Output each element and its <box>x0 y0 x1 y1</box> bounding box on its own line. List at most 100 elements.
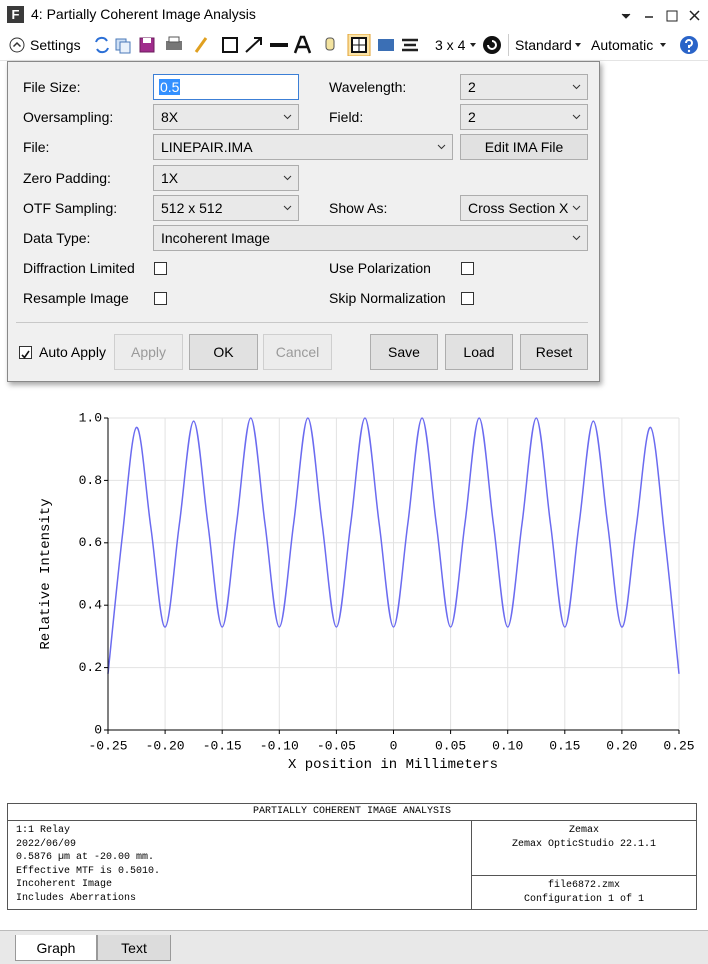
info-title: PARTIALLY COHERENT IMAGE ANALYSIS <box>8 804 696 821</box>
info-box: PARTIALLY COHERENT IMAGE ANALYSIS 1:1 Re… <box>7 803 697 910</box>
ok-button[interactable]: OK <box>189 334 258 370</box>
input-value: 0.5 <box>159 79 181 95</box>
x-tick-label: -0.15 <box>203 738 242 753</box>
toolbar-icons <box>95 34 418 56</box>
load-button[interactable]: Load <box>445 334 513 370</box>
info-line: Zemax <box>568 825 599 836</box>
info-line: Includes Aberrations <box>16 892 137 904</box>
rectangle-icon[interactable] <box>222 37 238 53</box>
lock-icon[interactable] <box>325 37 335 51</box>
cancel-button[interactable]: Cancel <box>263 334 332 370</box>
settings-button[interactable]: Settings <box>30 37 81 53</box>
window-controls <box>621 10 700 22</box>
dropdown-value: 8X <box>161 109 179 125</box>
settings-toggle-icon[interactable] <box>9 37 25 53</box>
arrow-icon[interactable] <box>245 38 261 53</box>
window-icon[interactable] <box>378 39 394 51</box>
refresh-icon[interactable] <box>95 36 109 54</box>
field-label: File: <box>23 139 50 155</box>
automatic-button[interactable]: Automatic <box>591 37 654 53</box>
dropdown-value: 1X <box>161 170 179 186</box>
layout-button[interactable]: 3 x 4 <box>435 37 466 53</box>
dropdown[interactable]: 512 x 512 <box>153 195 299 221</box>
separator <box>508 34 509 56</box>
x-tick-label: 0.20 <box>606 738 637 753</box>
y-tick-label: 0.4 <box>79 598 103 613</box>
toolbar: Settings 3 x 4 Standard Automatic <box>0 30 708 61</box>
field-label: Oversampling: <box>23 109 114 125</box>
field-label: Zero Padding: <box>23 170 111 186</box>
dropdown[interactable]: 2 <box>460 74 588 100</box>
x-axis-title: X position in Millimeters <box>288 757 498 773</box>
x-tick-label: 0 <box>390 738 398 753</box>
field-label: Wavelength: <box>329 79 407 95</box>
checkbox-label: Auto Apply <box>39 344 106 360</box>
dropdown-value: 512 x 512 <box>161 200 223 216</box>
chevron <box>283 205 292 211</box>
field-label: Field: <box>329 109 364 125</box>
y-tick-label: 0.6 <box>79 535 102 550</box>
text-icon[interactable] <box>293 35 312 54</box>
checkbox-label: Skip Normalization <box>329 290 446 306</box>
tab[interactable]: Graph <box>15 935 97 961</box>
checkbox-label: Diffraction Limited <box>23 260 135 276</box>
pencil-icon[interactable] <box>194 37 208 53</box>
checkbox[interactable] <box>461 262 474 275</box>
dropdown[interactable]: 1X <box>153 165 299 191</box>
help-icon[interactable] <box>678 34 700 56</box>
field-label: Show As: <box>329 200 388 216</box>
checkbox-label: Resample Image <box>23 290 129 306</box>
check-mark <box>21 350 30 359</box>
reset-icon[interactable] <box>481 34 503 56</box>
chevron <box>283 175 292 181</box>
dropdown[interactable]: Incoherent Image <box>153 225 588 251</box>
tab[interactable]: Text <box>97 935 171 961</box>
chevron <box>572 235 581 241</box>
app-icon: F <box>7 6 24 23</box>
save-button[interactable]: Save <box>370 334 438 370</box>
print-icon[interactable] <box>166 41 182 50</box>
dropdown[interactable]: LINEPAIR.IMA <box>153 134 453 160</box>
divider <box>471 875 696 876</box>
standard-button[interactable]: Standard <box>515 37 572 53</box>
x-tick-label: 0.10 <box>492 738 523 753</box>
checkbox[interactable] <box>154 292 167 305</box>
file-block: file6872.zmx Configuration 1 of 1 <box>472 879 696 906</box>
edit-ima-button[interactable]: Edit IMA File <box>460 134 588 160</box>
field-label: File Size: <box>23 79 81 95</box>
close-button[interactable] <box>689 10 700 21</box>
dropdown-value: 2 <box>468 109 476 125</box>
tab-strip: Graph Text <box>0 930 708 964</box>
dropdown-value: LINEPAIR.IMA <box>161 139 253 155</box>
dropdown[interactable]: 8X <box>153 104 299 130</box>
apply-button[interactable]: Apply <box>114 334 183 370</box>
stack-icon[interactable] <box>402 38 418 52</box>
maximize-button[interactable] <box>666 10 678 22</box>
separator <box>16 322 588 323</box>
chevron <box>437 144 446 150</box>
standard-arrow <box>575 43 581 47</box>
checkbox[interactable] <box>461 292 474 305</box>
divider <box>471 821 472 909</box>
layout-arrow <box>470 43 476 47</box>
info-line: 2022/06/09 <box>16 838 77 850</box>
chevron <box>572 84 581 90</box>
checkbox-label: Use Polarization <box>329 260 431 276</box>
window-title: 4: Partially Coherent Image Analysis <box>31 6 256 22</box>
info-line: file6872.zmx <box>547 880 620 891</box>
dropdown[interactable]: Cross Section X <box>460 195 588 221</box>
reset-button[interactable]: Reset <box>520 334 588 370</box>
x-tick-label: -0.10 <box>260 738 299 753</box>
chart: 1.00.80.60.40.200.250.200.150.100.050-0.… <box>38 410 695 773</box>
checkbox[interactable] <box>154 262 167 275</box>
text-input[interactable]: 0.5 <box>153 74 299 100</box>
dropdown[interactable]: 2 <box>460 104 588 130</box>
checkbox[interactable] <box>19 346 32 359</box>
dropdown-value: Cross Section X <box>468 200 569 216</box>
menu-button[interactable] <box>621 13 631 19</box>
x-tick-label: -0.05 <box>317 738 356 753</box>
automatic-arrow <box>660 43 666 47</box>
company-block: Zemax Zemax OpticStudio 22.1.1 <box>472 824 696 851</box>
